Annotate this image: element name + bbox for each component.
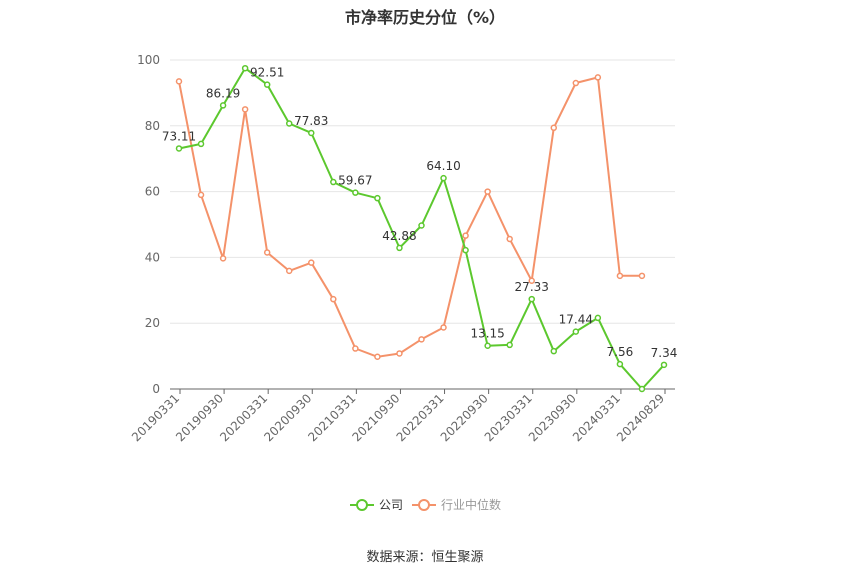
data-point[interactable] [352, 189, 359, 196]
data-point[interactable] [219, 102, 227, 109]
data-point[interactable] [396, 244, 403, 252]
y-tick-label: 40 [145, 250, 160, 264]
data-point[interactable] [396, 350, 403, 357]
y-tick-label: 20 [145, 316, 160, 330]
series-line-1 [178, 76, 642, 358]
data-point[interactable] [572, 328, 580, 335]
data-point[interactable] [374, 194, 381, 202]
data-point[interactable] [484, 188, 491, 195]
legend-label: 行业中位数 [441, 498, 502, 512]
y-tick-label: 80 [145, 119, 160, 133]
data-point[interactable] [550, 124, 558, 132]
series-points [175, 64, 668, 393]
source-note: 数据来源：恒生聚源 [366, 550, 484, 565]
data-point[interactable] [374, 353, 381, 361]
legend-item-1[interactable]: 行业中位数 [411, 496, 501, 513]
data-point[interactable] [594, 74, 602, 81]
data-point[interactable] [330, 295, 337, 303]
data-label: 59.67 [338, 174, 372, 188]
data-point[interactable] [352, 345, 359, 352]
legend-label: 公司 [378, 498, 403, 512]
y-tick-label: 0 [152, 382, 160, 396]
y-axis-ticks: 0 20 40 60 80 100 [137, 53, 160, 396]
data-point[interactable] [528, 277, 535, 285]
data-label: 86.19 [206, 86, 240, 100]
data-point[interactable] [263, 249, 271, 256]
data-point[interactable] [616, 272, 624, 280]
x-axis: 2019033120190930202003312020093020210331… [129, 388, 675, 444]
data-point[interactable] [616, 360, 624, 368]
data-point[interactable] [660, 361, 668, 369]
data-label: 7.56 [607, 345, 634, 359]
data-point[interactable] [638, 272, 646, 280]
y-tick-label: 60 [145, 185, 160, 199]
data-point[interactable] [440, 324, 447, 331]
data-label: 17.44 [559, 313, 593, 327]
data-point[interactable] [197, 191, 205, 199]
chart-title: 市净率历史分位（%） [344, 8, 506, 27]
data-point[interactable] [550, 347, 558, 355]
data-point[interactable] [285, 267, 293, 275]
data-point[interactable] [462, 246, 469, 254]
x-tick-label: 20240829 [614, 391, 667, 444]
legend-swatch [412, 498, 436, 511]
data-label: 73.11 [162, 129, 196, 143]
data-label: 77.83 [294, 114, 328, 128]
data-label: 42.88 [382, 229, 416, 243]
data-point[interactable] [572, 79, 580, 87]
data-point[interactable] [175, 145, 183, 152]
data-point[interactable] [462, 232, 469, 239]
data-point[interactable] [175, 78, 183, 85]
data-point[interactable] [197, 140, 205, 148]
legend-swatch [349, 498, 374, 511]
data-label: 13.15 [470, 327, 504, 341]
data-label: 27.33 [515, 280, 549, 294]
data-point[interactable] [418, 336, 425, 343]
data-point[interactable] [440, 174, 447, 182]
data-label: 92.51 [250, 66, 284, 80]
data-labels: 73.11 86.19 92.51 77.83 59.67 42.88 64.10 13.15… [162, 66, 678, 360]
data-point[interactable] [484, 342, 491, 349]
data-point[interactable] [638, 385, 646, 393]
data-point[interactable] [506, 235, 513, 243]
data-point[interactable] [285, 120, 293, 127]
data-point[interactable] [241, 106, 249, 113]
data-label: 64.10 [426, 159, 460, 173]
data-point[interactable] [308, 129, 315, 137]
legend-item-0[interactable]: 公司 [349, 496, 403, 513]
data-point[interactable] [330, 178, 337, 186]
line-chart: 0 20 40 60 80 100 201903312019093020200331202… [129, 53, 678, 444]
y-tick-label: 100 [137, 53, 160, 67]
data-point[interactable] [594, 314, 602, 322]
data-point[interactable] [418, 222, 425, 229]
data-point[interactable] [506, 341, 513, 349]
legend: 公司 行业中位数 [0, 496, 850, 513]
data-point[interactable] [263, 81, 271, 88]
data-label: 7.34 [651, 346, 678, 360]
data-point[interactable] [219, 255, 227, 262]
data-point[interactable] [528, 295, 535, 303]
data-point[interactable] [308, 259, 315, 266]
data-point[interactable] [241, 64, 249, 72]
